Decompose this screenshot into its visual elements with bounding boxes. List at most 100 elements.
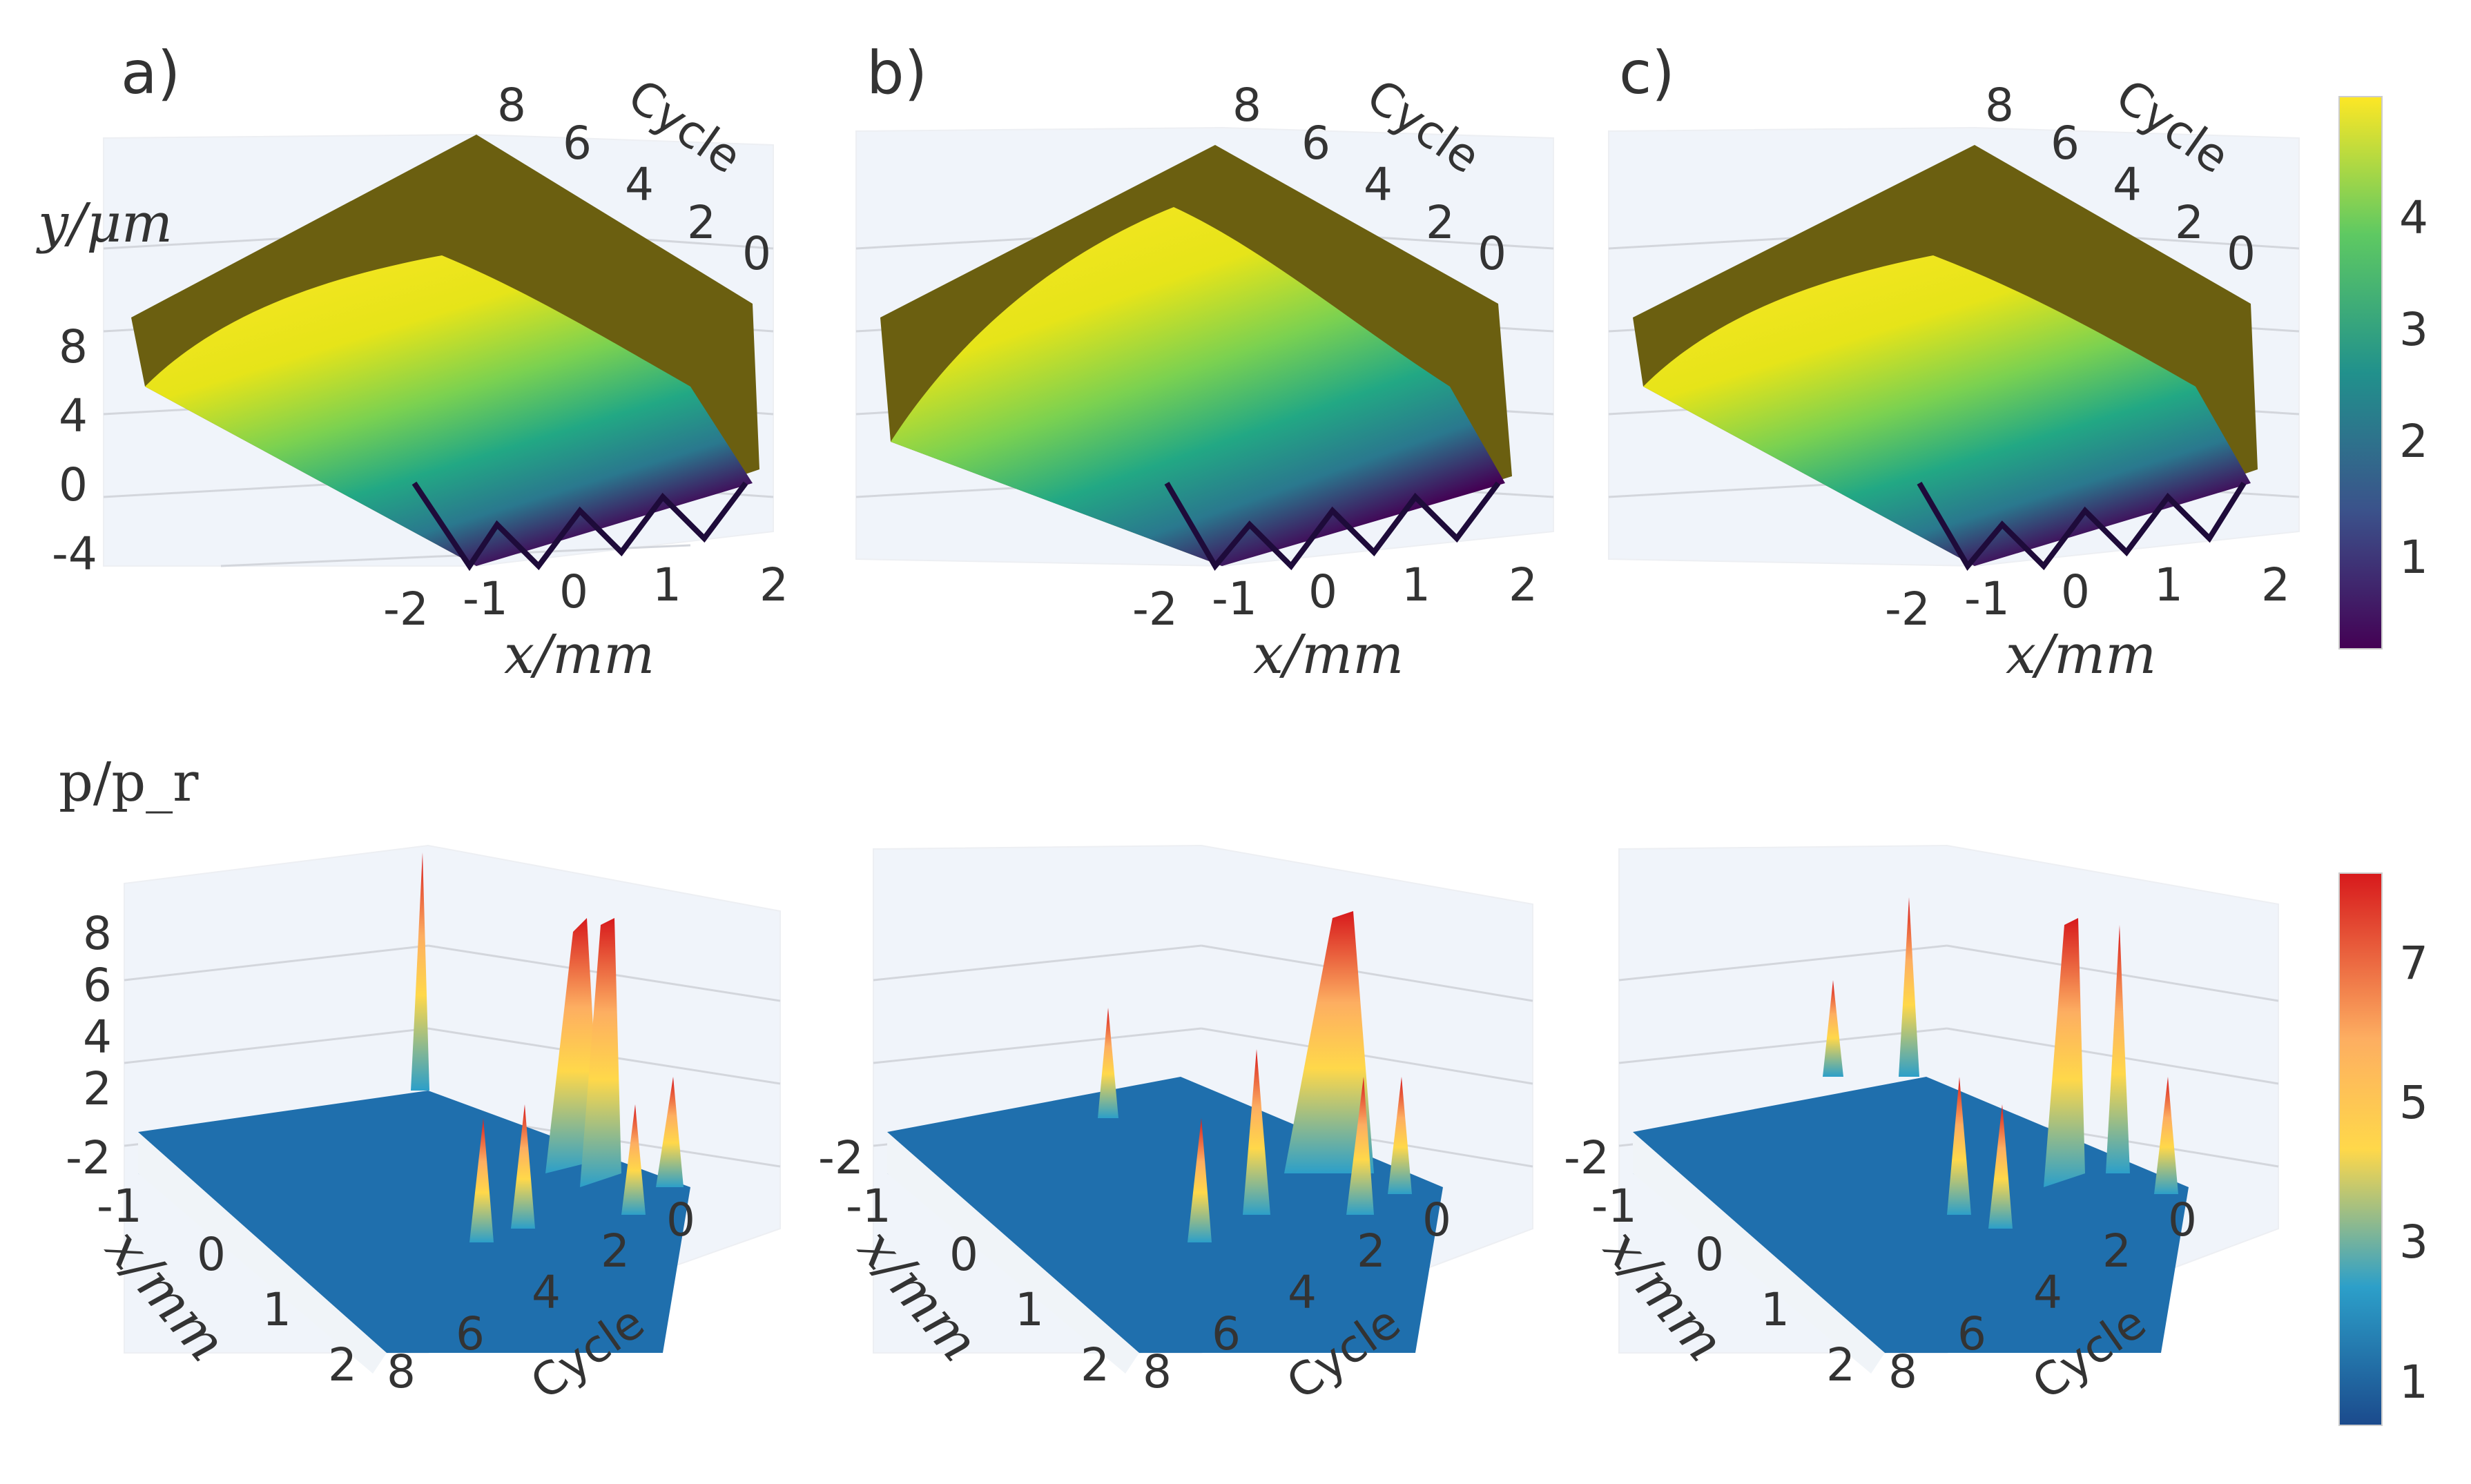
cycle-tick: 0 (742, 227, 771, 280)
cycle-tick: 8 (1143, 1345, 1172, 1398)
x-tick: 2 (328, 1338, 357, 1392)
cycle-tick: 2 (601, 1224, 630, 1278)
colorbar-tick: 7 (2399, 937, 2428, 990)
surface-f-edge (1633, 1132, 1885, 1374)
x-tick: 0 (2061, 565, 2090, 618)
x-tick: 0 (1695, 1228, 1724, 1281)
panel-e: -2 -1 0 1 2 x/mm 8 6 4 2 0 Cycle (818, 844, 1533, 1410)
x-tick: -1 (97, 1180, 142, 1233)
surface-e-edge (887, 1132, 1139, 1374)
colorbar-tick: 1 (2399, 531, 2428, 584)
colorbar-tick: 3 (2399, 303, 2428, 356)
x-tick: 0 (1308, 565, 1337, 618)
y-tick: 6 (83, 959, 112, 1012)
cycle-tick: 2 (1426, 196, 1455, 249)
surface-ridges-b (1164, 481, 1501, 571)
x-tick: 1 (1402, 558, 1431, 612)
x-tick: 1 (262, 1283, 291, 1336)
y-axis-label: y/μm (36, 193, 173, 255)
x-tick: -2 (66, 1131, 111, 1184)
colorbar-bottom: 7 5 3 1 (2338, 872, 2428, 1426)
colorbar-tick: 2 (2399, 415, 2428, 468)
cycle-tick: 8 (387, 1345, 416, 1398)
x-tick: 2 (1081, 1338, 1109, 1392)
colorbar-tick: 1 (2399, 1356, 2428, 1409)
colorbar-tick: 3 (2399, 1215, 2428, 1269)
cycle-tick: 0 (666, 1193, 695, 1247)
cycle-tick: 6 (2051, 117, 2080, 170)
panel-a: a) y/μm 8 4 0 -4 -2 -1 0 1 2 x/mm 8 6 4 … (36, 39, 788, 686)
panel-label-c: c) (1619, 39, 1675, 108)
panel-f: -2 -1 0 1 2 x/mm 8 6 4 2 0 Cycle (1564, 844, 2279, 1410)
spikes-f (1823, 897, 2178, 1229)
x-axis-label: x/mm (504, 624, 655, 686)
y-tick: 4 (59, 389, 88, 442)
panel-label-a: a) (121, 39, 180, 108)
surface-ridges-a (411, 481, 748, 572)
cycle-tick: 0 (2227, 227, 2256, 280)
x-tick: 2 (1826, 1338, 1855, 1392)
cycle-tick: 2 (687, 196, 716, 249)
panel-label-b: b) (866, 39, 927, 108)
x-tick: -1 (1212, 572, 1257, 625)
x-tick: 0 (949, 1228, 978, 1281)
cycle-tick: 8 (1232, 79, 1261, 132)
y-axis-label: p/p_r (59, 752, 199, 814)
x-tick: -2 (383, 583, 429, 636)
surface-ridges-c (1917, 481, 2247, 571)
colorbar-top: 4 3 2 1 (2338, 96, 2428, 650)
x-tick: 1 (2154, 558, 2183, 612)
x-tick: -1 (1964, 572, 2010, 625)
cycle-tick: 6 (1301, 117, 1330, 170)
cycle-tick: 6 (1957, 1307, 1986, 1360)
cycle-tick: 6 (456, 1307, 485, 1360)
spikes-e (1098, 911, 1412, 1242)
panel-d: p/p_r 8 6 4 2 -2 -1 0 1 2 x/mm 8 6 4 2 0… (59, 752, 781, 1410)
x-tick: -2 (1885, 583, 1930, 636)
colorbar-tick: 5 (2399, 1076, 2428, 1129)
y-tick: 8 (59, 320, 88, 373)
x-tick: 2 (1509, 558, 1538, 612)
cycle-tick: 4 (625, 158, 654, 211)
x-axis-label: x/mm (2006, 624, 2156, 686)
surface-c (1643, 255, 2251, 566)
x-tick: -1 (463, 572, 508, 625)
y-tick: 4 (83, 1011, 112, 1064)
y-tick: 8 (83, 907, 112, 960)
y-tick: 2 (83, 1062, 112, 1115)
cycle-tick: 0 (1477, 227, 1506, 280)
cycle-tick: 0 (1422, 1193, 1451, 1247)
x-tick: 1 (652, 558, 681, 612)
colorbar-bottom-gradient (2338, 872, 2383, 1426)
cycle-tick: 2 (2175, 196, 2204, 249)
surface-d-edge (138, 1132, 387, 1374)
y-tick: 0 (59, 458, 88, 511)
cycle-tick: 4 (2033, 1266, 2062, 1319)
cycle-tick: 6 (563, 117, 592, 170)
cycle-tick: 4 (1288, 1266, 1317, 1319)
cycle-tick: 4 (1364, 158, 1393, 211)
x-axis-label: x/mm (1253, 624, 1404, 686)
colorbar-top-gradient (2338, 96, 2383, 650)
x-tick: 0 (197, 1228, 226, 1281)
x-tick: -1 (1591, 1180, 1637, 1233)
cycle-tick: 4 (532, 1266, 561, 1319)
cycle-tick: 2 (2102, 1224, 2131, 1278)
panel-c: c) -2 -1 0 1 2 x/mm 8 6 4 2 0 Cycle (1608, 39, 2300, 686)
x-tick: 1 (1015, 1283, 1044, 1336)
surface-b (891, 207, 1505, 566)
x-tick: 2 (759, 558, 788, 612)
x-tick: 2 (2261, 558, 2290, 612)
y-tick: -4 (52, 527, 97, 580)
cycle-tick: 8 (1985, 79, 2014, 132)
x-tick: -1 (846, 1180, 891, 1233)
cycle-tick: 6 (1212, 1307, 1241, 1360)
cycle-tick: 4 (2113, 158, 2142, 211)
surface-a (145, 255, 753, 566)
panel-b: b) -2 -1 0 1 2 x/mm 8 6 4 2 0 Cycle (855, 39, 1554, 686)
x-tick: -2 (1564, 1131, 1609, 1184)
x-tick: 0 (559, 565, 588, 618)
cycle-tick: 2 (1357, 1224, 1386, 1278)
x-tick: 1 (1761, 1283, 1790, 1336)
